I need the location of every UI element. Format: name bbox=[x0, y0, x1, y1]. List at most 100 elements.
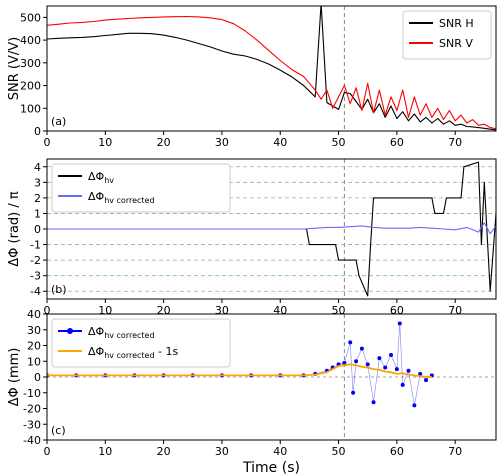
y-tick-label: 300 bbox=[20, 57, 41, 70]
y-tick-label: 200 bbox=[20, 80, 41, 93]
x-tick-label: 10 bbox=[98, 136, 112, 149]
series-group bbox=[47, 321, 434, 408]
panel-label: (c) bbox=[51, 424, 66, 437]
y-tick-label: -10 bbox=[23, 387, 41, 400]
x-tick-label: 10 bbox=[98, 304, 112, 317]
legend-label: SNR V bbox=[439, 37, 473, 50]
x-tick-label: 20 bbox=[157, 304, 171, 317]
x-tick-label: 0 bbox=[44, 445, 51, 458]
y-tick-label: 1 bbox=[34, 207, 41, 220]
data-point bbox=[394, 367, 399, 372]
x-tick-label: 70 bbox=[448, 445, 462, 458]
x-tick-label: 20 bbox=[157, 445, 171, 458]
x-tick-label: 50 bbox=[332, 304, 346, 317]
series-group bbox=[47, 161, 496, 297]
legend-label-subscript: hv bbox=[104, 176, 114, 185]
y-axis-label: ΔΦ (rad) / π bbox=[7, 191, 22, 267]
x-tick-label: 70 bbox=[448, 304, 462, 317]
y-tick-label: 20 bbox=[27, 340, 41, 353]
x-tick-label: 50 bbox=[332, 445, 346, 458]
series-line-1 bbox=[47, 6, 496, 131]
y-tick-label: -40 bbox=[23, 434, 41, 447]
x-tick-label: 40 bbox=[273, 136, 287, 149]
legend-label: ΔΦhv corrected bbox=[88, 325, 155, 340]
x-tick-label: 50 bbox=[332, 136, 346, 149]
y-tick-label: 0 bbox=[34, 223, 41, 236]
data-point bbox=[418, 371, 423, 376]
data-point bbox=[406, 368, 411, 373]
legend-label: ΔΦhv corrected - 1s bbox=[88, 345, 179, 360]
data-point bbox=[377, 356, 382, 361]
data-point bbox=[348, 340, 353, 345]
panel-label: (b) bbox=[51, 283, 67, 296]
legend-label-main: ΔΦ bbox=[88, 325, 105, 338]
panel-label: (a) bbox=[51, 115, 66, 128]
y-axis-label: SNR (V/V) bbox=[7, 37, 22, 100]
x-tick-label: 0 bbox=[44, 304, 51, 317]
legend-label: SNR H bbox=[439, 17, 474, 30]
data-point bbox=[354, 359, 359, 364]
series-line-2 bbox=[47, 363, 432, 378]
y-tick-label: 100 bbox=[20, 102, 41, 115]
y-tick-label: -3 bbox=[30, 270, 41, 283]
x-axis-label: Time (s) bbox=[242, 460, 300, 476]
y-tick-label: -2 bbox=[30, 254, 41, 267]
data-point bbox=[389, 352, 394, 357]
data-point bbox=[342, 360, 347, 365]
y-tick-label: 40 bbox=[27, 308, 41, 321]
legend-label-subscript: hv corrected bbox=[104, 196, 154, 205]
x-tick-label: 30 bbox=[215, 445, 229, 458]
x-tick-label: 40 bbox=[273, 445, 287, 458]
x-tick-label: 30 bbox=[215, 136, 229, 149]
data-point bbox=[383, 365, 388, 370]
x-tick-label: 0 bbox=[44, 136, 51, 149]
data-point bbox=[371, 400, 376, 405]
legend-label-subscript: hv corrected bbox=[104, 331, 154, 340]
y-tick-label: 30 bbox=[27, 324, 41, 337]
y-tick-label: 10 bbox=[27, 355, 41, 368]
legend-label: ΔΦhv corrected bbox=[88, 190, 155, 205]
legend-label-main: SNR V bbox=[439, 37, 473, 50]
series-line-2 bbox=[47, 15, 496, 130]
y-tick-label: -1 bbox=[30, 239, 41, 252]
y-tick-label: 500 bbox=[20, 11, 41, 24]
data-point bbox=[351, 390, 356, 395]
legend-box bbox=[51, 163, 231, 213]
legend-label-suffix: - 1s bbox=[155, 345, 179, 358]
x-tick-label: 60 bbox=[390, 304, 404, 317]
data-point bbox=[400, 382, 405, 387]
legend-label-main: ΔΦ bbox=[88, 190, 105, 203]
data-point bbox=[365, 362, 370, 367]
y-tick-label: -4 bbox=[30, 285, 41, 298]
data-point bbox=[397, 321, 402, 326]
data-point bbox=[424, 378, 429, 383]
y-tick-label: 400 bbox=[20, 34, 41, 47]
y-tick-label: -20 bbox=[23, 403, 41, 416]
chart-panel-1: 0 100 200 300 400 500 0 10 20 30 40 50 60 70 SNR (V/V)… bbox=[7, 5, 497, 149]
series-line-2 bbox=[47, 222, 496, 235]
legend-label-main: ΔΦ bbox=[88, 345, 105, 358]
legend-box bbox=[51, 318, 231, 368]
legend-label-main: ΔΦ bbox=[88, 170, 105, 183]
x-tick-label: 40 bbox=[273, 304, 287, 317]
x-tick-label: 30 bbox=[215, 304, 229, 317]
plot-frame bbox=[46, 5, 497, 132]
series-group bbox=[47, 6, 496, 131]
data-point bbox=[412, 403, 417, 408]
y-tick-label: 0 bbox=[34, 125, 41, 138]
legend: SNR H SNR V bbox=[402, 10, 492, 60]
x-tick-label: 60 bbox=[390, 136, 404, 149]
x-tick-label: 20 bbox=[157, 136, 171, 149]
y-tick-label: 3 bbox=[34, 176, 41, 189]
legend-marker bbox=[67, 328, 73, 334]
chart-panel-3: -40 -30 -20 -10 0 10 20 30 40 0 10 20 30 40 50 60 70 ΔΦ (… bbox=[7, 308, 497, 476]
legend-label-main: SNR H bbox=[439, 17, 474, 30]
y-tick-label: 4 bbox=[34, 161, 41, 174]
x-tick-label: 10 bbox=[98, 445, 112, 458]
legend-label-subscript: hv corrected bbox=[104, 351, 154, 360]
